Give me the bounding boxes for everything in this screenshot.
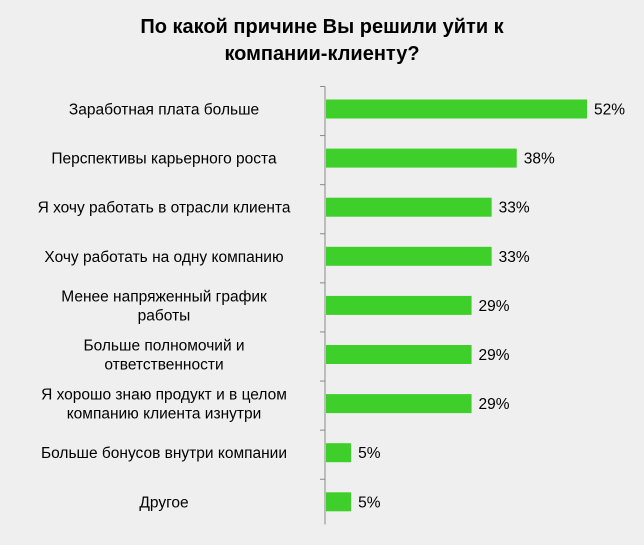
category-label: Другое bbox=[139, 494, 188, 511]
bar bbox=[326, 443, 352, 463]
category-label: Менее напряженный график работы bbox=[61, 288, 267, 324]
category-label-line: работы bbox=[138, 307, 191, 324]
data-label: 38% bbox=[524, 151, 555, 168]
category-label-line: Больше бонусов внутри компании bbox=[41, 445, 287, 462]
category-label-line: Хочу работать на одну компанию bbox=[44, 249, 283, 266]
category-label-line: Я хочу работать в отрасли клиента bbox=[38, 200, 291, 217]
category-label: Я хочу работать в отрасли клиента bbox=[38, 200, 291, 217]
data-label: 29% bbox=[479, 298, 510, 315]
chart-title: По какой причине Вы решили уйти к компан… bbox=[0, 14, 644, 68]
data-label: 52% bbox=[594, 102, 625, 119]
category-label-line: Я хорошо знаю продукт и в целом bbox=[41, 387, 287, 404]
category-label: Больше бонусов внутри компании bbox=[41, 445, 287, 462]
data-label: 5% bbox=[358, 445, 381, 462]
category-label-line: Другое bbox=[139, 494, 188, 511]
category-label-line: ответственности bbox=[104, 357, 223, 374]
category-label: Перспективы карьерного роста bbox=[51, 151, 277, 168]
data-label: 5% bbox=[358, 494, 381, 511]
bar bbox=[326, 246, 492, 266]
category-label: Больше полномочий и ответственности bbox=[83, 338, 244, 374]
bar bbox=[326, 295, 472, 315]
category-label-line: Менее напряженный график bbox=[61, 288, 267, 305]
category-label: Хочу работать на одну компанию bbox=[44, 249, 283, 266]
bar bbox=[326, 99, 587, 119]
bar bbox=[326, 492, 352, 512]
category-label: Заработная плата больше bbox=[69, 102, 259, 119]
category-label-line: Больше полномочий и bbox=[83, 338, 244, 355]
category-label-line: компанию клиента изнутри bbox=[67, 406, 262, 423]
chart-title-line-1: По какой причине Вы решили уйти к bbox=[140, 16, 504, 38]
bar bbox=[326, 148, 517, 168]
bar bbox=[326, 345, 472, 364]
category-label-line: Заработная плата больше bbox=[69, 102, 259, 119]
category-label: Я хорошо знаю продукт и в целом компанию … bbox=[41, 387, 287, 423]
chart-title-line-2: компании-клиенту? bbox=[224, 43, 420, 65]
bar bbox=[326, 197, 492, 217]
data-label: 33% bbox=[499, 249, 530, 266]
data-label: 29% bbox=[479, 347, 510, 364]
data-label: 29% bbox=[479, 396, 510, 413]
bar bbox=[326, 394, 472, 414]
data-label: 33% bbox=[499, 200, 530, 217]
category-label-line: Перспективы карьерного роста bbox=[51, 151, 277, 168]
